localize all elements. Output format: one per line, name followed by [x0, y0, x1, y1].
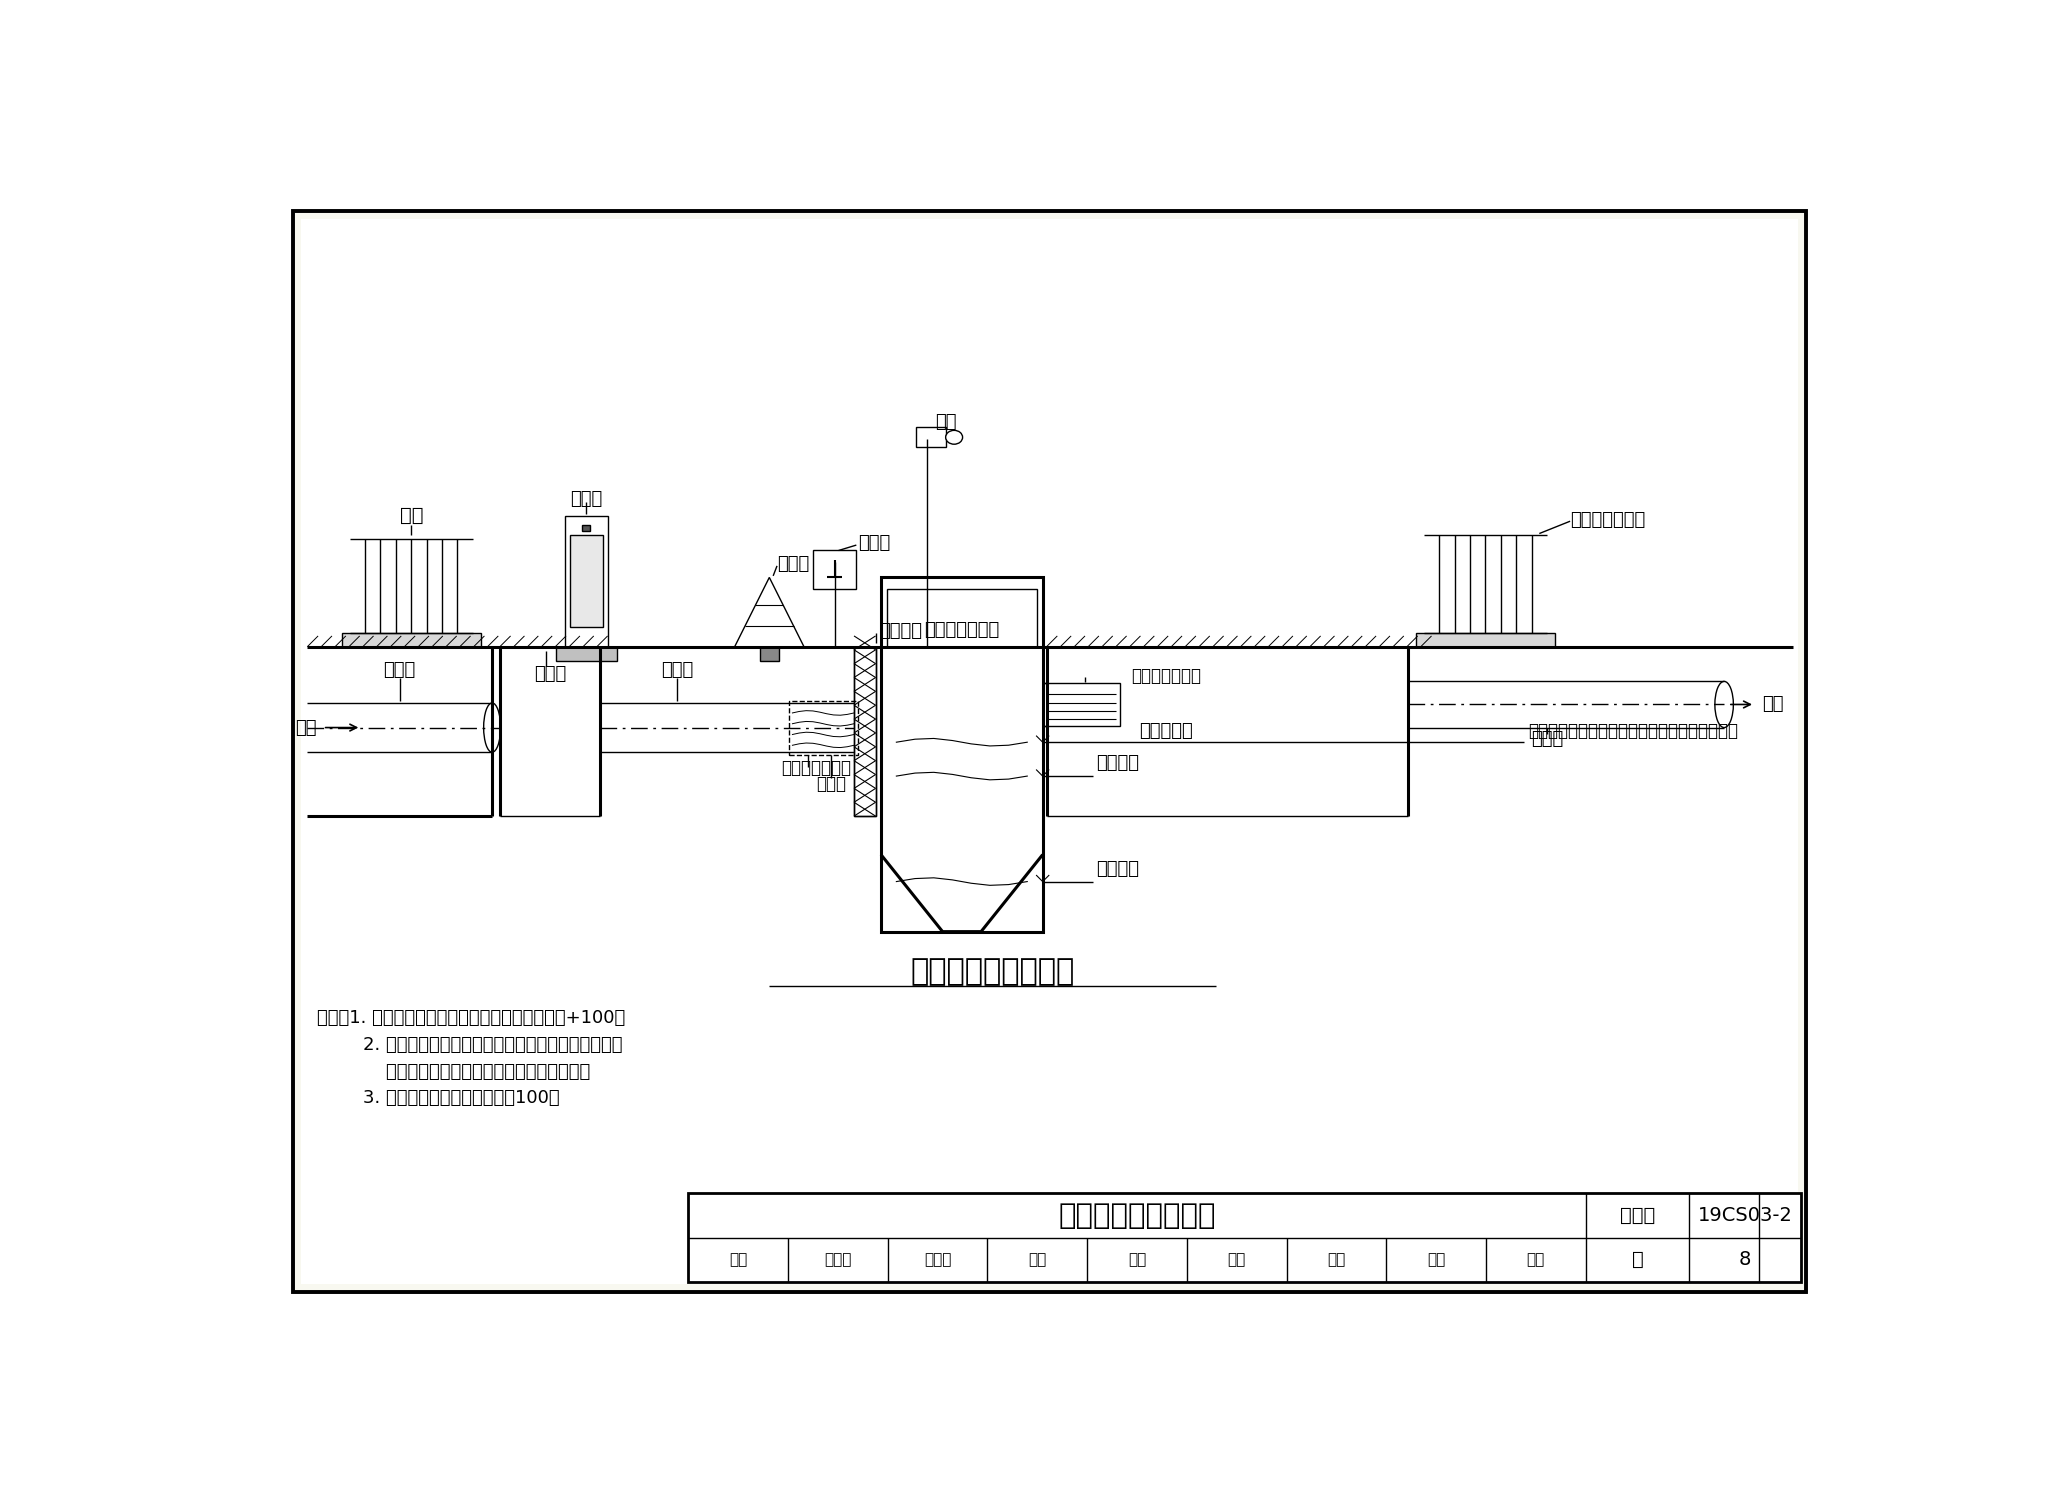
Text: 安装孔: 安装孔 [776, 555, 809, 573]
Text: 泵站工艺流程示意图: 泵站工艺流程示意图 [911, 957, 1075, 987]
Bar [565, 516, 608, 647]
Text: 泵站工艺流程示意图: 泵站工艺流程示意图 [1059, 1201, 1217, 1229]
Text: 启泵液位: 启泵液位 [1096, 754, 1139, 772]
Text: 乐平: 乐平 [1526, 1253, 1544, 1268]
Bar [342, 632, 481, 647]
Text: 监控: 监控 [934, 412, 956, 432]
Text: 排水: 排水 [295, 719, 317, 737]
Text: 和合流泵站启泵液位可按进水管管内顶平。: 和合流泵站启泵液位可按进水管管内顶平。 [317, 1062, 590, 1080]
Text: 保护盒: 保护盒 [815, 775, 846, 793]
Text: 19CS03-2: 19CS03-2 [1698, 1207, 1792, 1225]
Bar [582, 525, 590, 531]
Bar [1415, 632, 1554, 647]
Text: 警示牌: 警示牌 [858, 534, 891, 552]
Bar [788, 701, 858, 754]
Bar [915, 427, 946, 446]
Text: 排水: 排水 [1763, 695, 1784, 713]
Text: 可曲挠橡胶接头: 可曲挠橡胶接头 [780, 759, 850, 777]
Text: 进水管: 进水管 [662, 661, 692, 679]
Bar [1042, 683, 1120, 726]
Text: 图集号: 图集号 [1620, 1207, 1655, 1225]
Text: 控制柜: 控制柜 [569, 490, 602, 507]
Bar [555, 647, 616, 661]
Bar [813, 551, 856, 589]
Text: 说明：1. 停泵液位一般采用水泵最小保护液位高度+100。: 说明：1. 停泵液位一般采用水泵最小保护液位高度+100。 [317, 1009, 625, 1027]
Text: 陈啸啸: 陈啸啸 [924, 1253, 952, 1268]
Bar [569, 536, 602, 628]
Text: 检查井或阀门井: 检查井或阀门井 [1571, 510, 1645, 528]
Text: 报警液位（根据控制要求确定是否启动备用泵）: 报警液位（根据控制要求确定是否启动备用泵） [1528, 722, 1739, 740]
Bar [887, 589, 1036, 647]
Text: 乐伟: 乐伟 [1427, 1253, 1446, 1268]
Text: 进水管: 进水管 [383, 661, 416, 679]
Text: 陈婷婷: 陈婷婷 [823, 1253, 852, 1268]
Text: 杨晓: 杨晓 [1128, 1253, 1147, 1268]
Ellipse shape [946, 430, 963, 445]
Text: 杨晓: 杨晓 [1227, 1253, 1245, 1268]
Text: 栅栏: 栅栏 [399, 506, 424, 525]
Text: 审核: 审核 [729, 1253, 748, 1268]
Text: 页: 页 [1632, 1250, 1642, 1269]
Bar [854, 647, 877, 815]
Text: 8: 8 [1739, 1250, 1751, 1269]
Polygon shape [735, 577, 805, 647]
Text: 校对: 校对 [1028, 1253, 1047, 1268]
Bar [881, 577, 1042, 931]
Text: 停泵液位: 停泵液位 [1096, 860, 1139, 878]
Text: 压力出水管: 压力出水管 [1139, 722, 1192, 741]
Text: 设计: 设计 [1327, 1253, 1346, 1268]
Text: 3. 报警液位一般比启泵液位高100。: 3. 报警液位一般比启泵液位高100。 [317, 1089, 559, 1107]
Ellipse shape [483, 702, 500, 753]
Text: 进水格栅: 进水格栅 [879, 622, 922, 640]
Bar [854, 647, 877, 815]
Bar [760, 647, 778, 661]
Text: 闸槽井: 闸槽井 [535, 665, 565, 683]
Text: 排水管: 排水管 [1532, 731, 1563, 748]
Text: 一体化预制泵站: 一体化预制泵站 [924, 620, 999, 638]
Text: 可曲挠橡胶接头: 可曲挠橡胶接头 [1130, 667, 1202, 684]
Ellipse shape [1714, 682, 1733, 728]
Text: 2. 污水泵站启泵液位可按进水管充满度计；雨水泵站: 2. 污水泵站启泵液位可按进水管充满度计；雨水泵站 [317, 1036, 623, 1054]
Bar [688, 1193, 1800, 1283]
